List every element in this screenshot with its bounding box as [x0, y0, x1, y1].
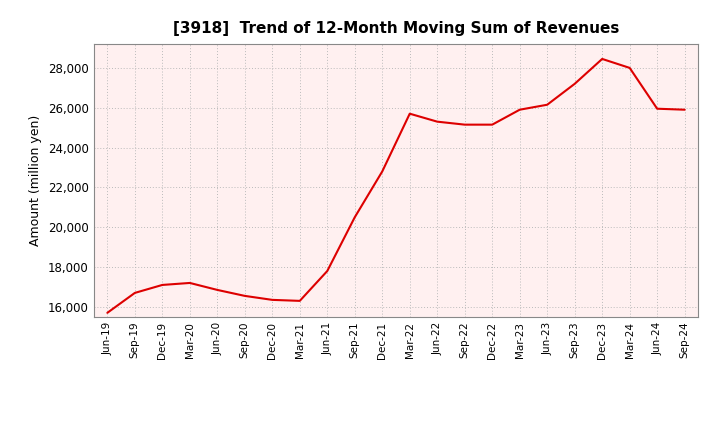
Y-axis label: Amount (million yen): Amount (million yen): [30, 115, 42, 246]
Title: [3918]  Trend of 12-Month Moving Sum of Revenues: [3918] Trend of 12-Month Moving Sum of R…: [173, 21, 619, 36]
